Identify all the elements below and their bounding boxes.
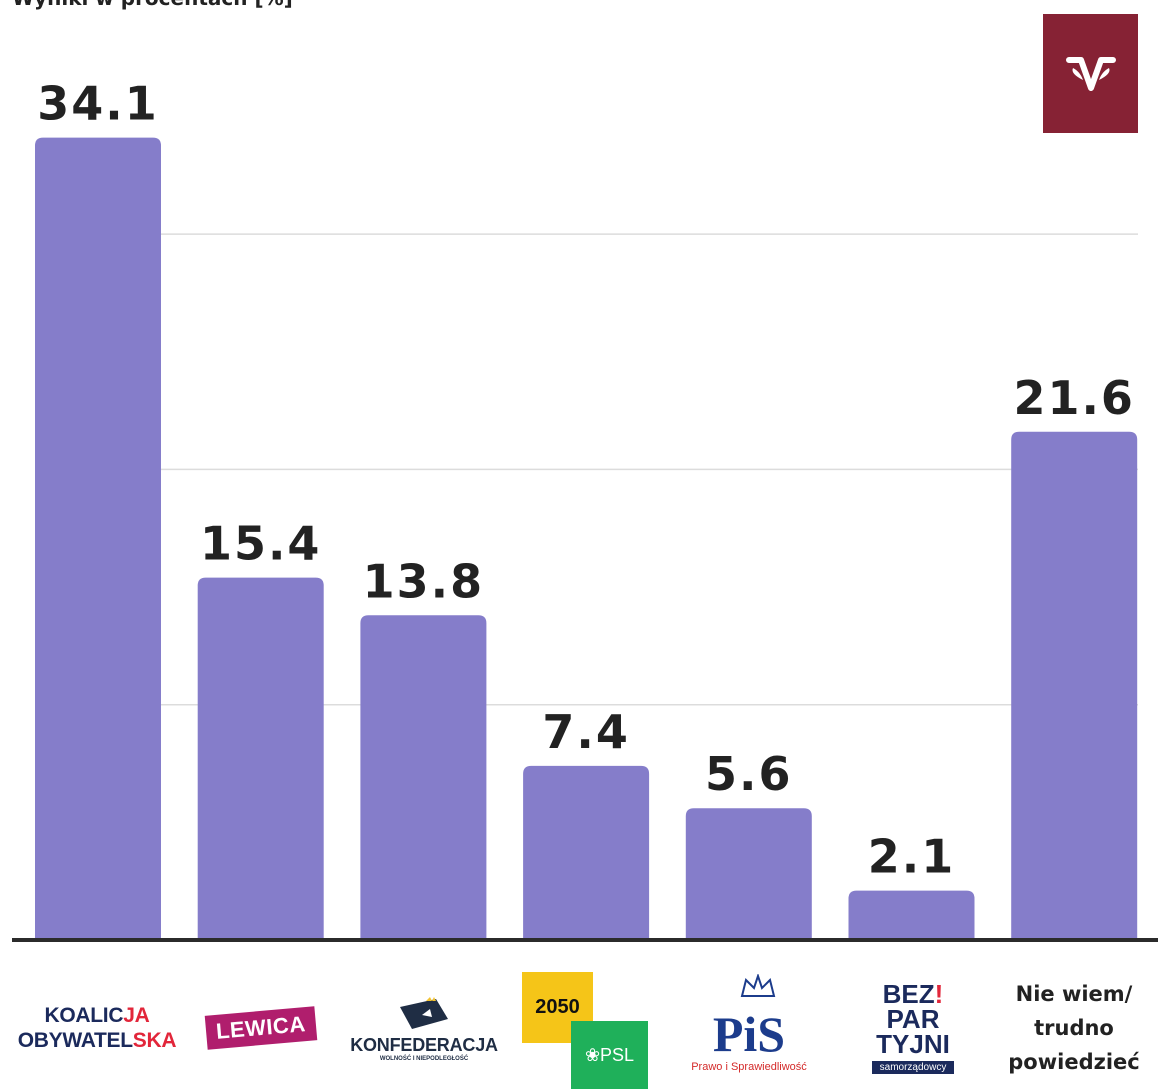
data-label: 2.1 [868,830,956,884]
category-nie-wiem: Nie wiem/ trudno powiedzieć [990,968,1158,1088]
vox-logo-icon [1065,56,1116,91]
bez-subtitle: samorządowcy [871,1061,955,1074]
bar [523,765,650,940]
data-label: 13.8 [363,554,485,608]
ko-text-2a: OBYWATEL [17,1029,133,1052]
bez-exclamation: ! [934,979,944,1009]
data-label: 5.6 [705,747,793,801]
ko-text-1b: JA [123,1004,150,1027]
data-label: 7.4 [542,705,630,759]
ko-text-2b: SKA [132,1029,177,1052]
bar [1011,431,1138,940]
logo-koalicja-obywatelska: KOALICJA OBYWATELSKA [12,968,182,1088]
niewiem-line-3: powiedzieć [1008,1050,1140,1074]
niewiem-line-2: trudno [1034,1016,1114,1040]
bez-text-3: TYJNI [876,1029,950,1059]
polska2050-text: 2050 [522,972,593,1043]
pis-text: PiS [712,1006,786,1062]
konfederacja-text: KONFEDERACJA [350,1034,498,1055]
logo-pis: PiS Prawo i Sprawiedliwość [684,968,814,1088]
bar [197,577,324,940]
logo-polska2050-psl: 2050 ❀PSL [522,972,650,1090]
logo-konfederacja: KONFEDERACJA WOLNOŚĆ I NIEPODLEGŁOŚĆ [340,968,508,1088]
data-label: 15.4 [200,517,322,571]
logo-bezpartyjni: BEZ! PAR TYJNI samorządowcy [848,968,978,1088]
lewica-text: LEWICA [204,1006,318,1050]
bez-text-2: PAR [886,1004,940,1034]
bar [848,890,975,940]
brand-logo [1043,14,1138,133]
value-labels: 34.1 15.4 13.8 7.4 5.6 2.1 21.6 [37,77,1135,884]
data-label: 21.6 [1013,371,1135,425]
niewiem-line-1: Nie wiem/ [1015,982,1133,1006]
pis-subtitle: Prawo i Sprawiedliwość [691,1061,807,1073]
pis-crown-eagle-icon [740,974,776,997]
bar [360,615,487,940]
bez-text-1: BEZ [882,979,935,1009]
bars [35,137,1138,940]
bar [35,137,161,940]
konfederacja-eagle-icon [400,996,448,1029]
ko-text-1a: KOALIC [44,1004,124,1027]
logo-lewica: LEWICA [196,968,326,1088]
chart-title: Wyniki w procentach [%] [12,0,293,10]
data-label: 34.1 [37,77,159,131]
konfederacja-subtitle: WOLNOŚĆ I NIEPODLEGŁOŚĆ [379,1055,469,1062]
psl-text: ❀PSL [571,1021,648,1089]
bar [685,808,812,940]
